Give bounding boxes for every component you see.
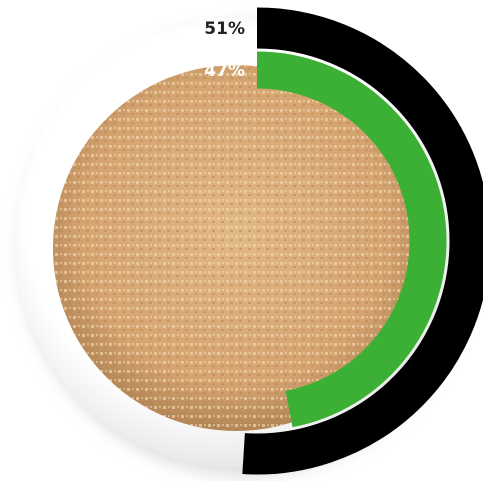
value-label: 51% bbox=[204, 19, 245, 39]
rings: 51% 47% bbox=[204, 7, 483, 475]
background-image bbox=[14, 16, 472, 476]
ring-arc bbox=[256, 51, 447, 428]
value-label: 47% bbox=[204, 61, 245, 81]
ring-arc bbox=[242, 7, 483, 475]
